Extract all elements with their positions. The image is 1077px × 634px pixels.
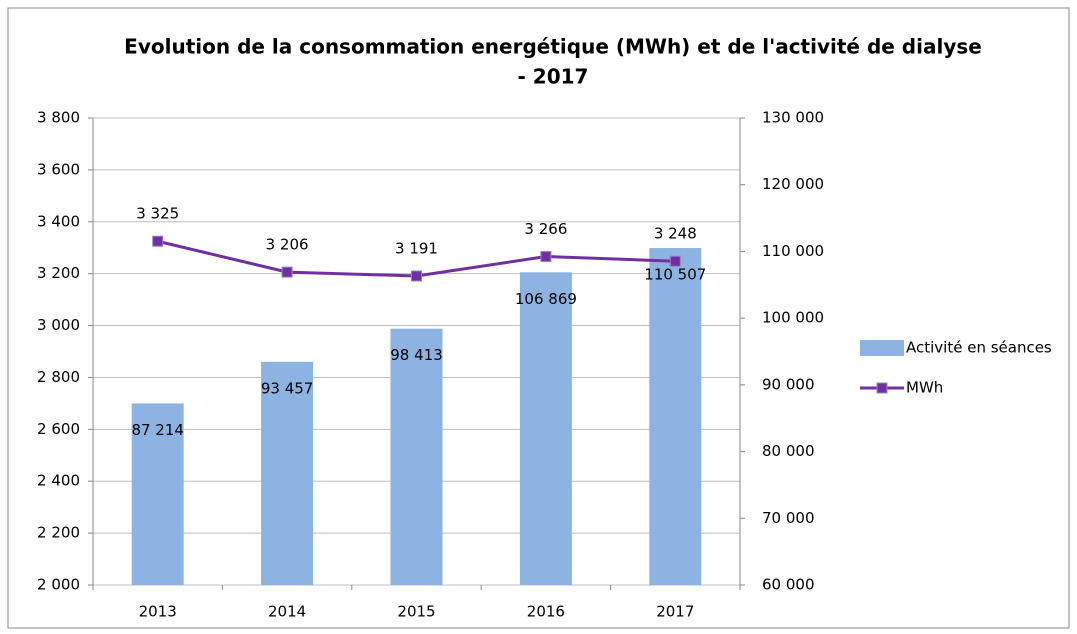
x-tick-label: 2014 [268, 603, 306, 621]
data-label: 3 191 [395, 240, 438, 258]
y2-tick-label: 130 000 [762, 109, 824, 127]
marker [152, 235, 164, 247]
y2-tick-label: 80 000 [762, 442, 815, 460]
data-label: 98 413 [390, 346, 443, 364]
y2-tick-label: 70 000 [762, 509, 815, 527]
y2-tick-label: 120 000 [762, 175, 824, 193]
chart-title: Evolution de la consommation energétique… [124, 35, 982, 59]
y-tick-label: 2 200 [37, 524, 80, 542]
x-tick-label: 2013 [139, 603, 177, 621]
bar [261, 361, 314, 585]
bar [390, 328, 443, 585]
legend-swatch [876, 382, 888, 394]
data-label: 3 266 [524, 220, 567, 238]
y2-tick-label: 60 000 [762, 576, 815, 594]
chart-title: - 2017 [518, 65, 589, 89]
y-tick-label: 2 400 [37, 472, 80, 490]
marker [669, 255, 681, 267]
x-tick-label: 2017 [656, 603, 694, 621]
y-tick-label: 3 600 [37, 160, 80, 178]
data-label: 3 325 [136, 205, 179, 223]
x-tick-label: 2015 [397, 603, 435, 621]
legend-label: MWh [906, 379, 943, 397]
legend-swatch [860, 340, 904, 356]
y-tick-label: 3 800 [37, 109, 80, 127]
y2-tick-label: 90 000 [762, 375, 815, 393]
data-label: 110 507 [644, 266, 706, 284]
marker [281, 266, 293, 278]
y2-tick-label: 100 000 [762, 309, 824, 327]
y-tick-label: 2 800 [37, 368, 80, 386]
y-tick-label: 2 000 [37, 576, 80, 594]
y-tick-label: 3 200 [37, 264, 80, 282]
legend-label: Activité en séances [906, 339, 1052, 357]
data-label: 87 214 [131, 421, 184, 439]
marker [540, 251, 552, 263]
x-tick-label: 2016 [527, 603, 565, 621]
bar [519, 272, 572, 585]
y-tick-label: 3 000 [37, 316, 80, 334]
marker [411, 270, 422, 282]
data-label: 3 206 [266, 236, 309, 254]
data-label: 3 248 [654, 225, 697, 243]
bar [649, 248, 702, 586]
data-label: 93 457 [261, 379, 314, 397]
data-label: 106 869 [515, 290, 577, 308]
y2-tick-label: 110 000 [762, 242, 824, 260]
y-tick-label: 3 400 [37, 212, 80, 230]
y-tick-label: 2 600 [37, 420, 80, 438]
bar [131, 403, 184, 585]
